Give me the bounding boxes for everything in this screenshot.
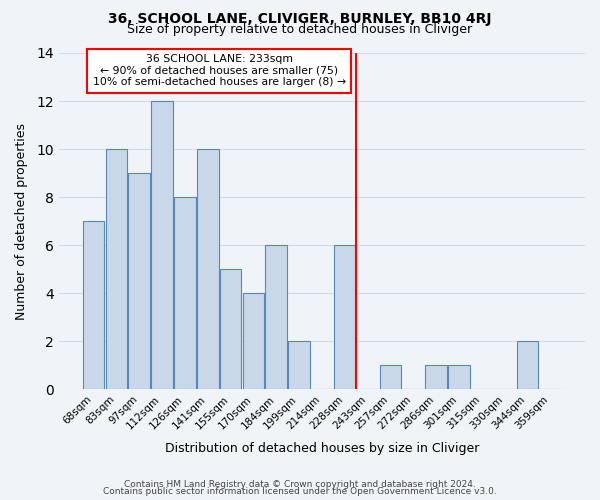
Bar xyxy=(83,221,104,389)
Bar xyxy=(265,245,287,389)
Bar xyxy=(128,173,150,389)
Text: 36 SCHOOL LANE: 233sqm
← 90% of detached houses are smaller (75)
10% of semi-det: 36 SCHOOL LANE: 233sqm ← 90% of detached… xyxy=(92,54,346,88)
Text: Contains public sector information licensed under the Open Government Licence v3: Contains public sector information licen… xyxy=(103,488,497,496)
X-axis label: Distribution of detached houses by size in Cliviger: Distribution of detached houses by size … xyxy=(165,442,479,455)
Bar xyxy=(334,245,356,389)
Bar xyxy=(151,101,173,389)
Bar xyxy=(448,365,470,389)
Y-axis label: Number of detached properties: Number of detached properties xyxy=(15,122,28,320)
Bar xyxy=(220,269,241,389)
Text: Contains HM Land Registry data © Crown copyright and database right 2024.: Contains HM Land Registry data © Crown c… xyxy=(124,480,476,489)
Bar xyxy=(197,149,218,389)
Text: Size of property relative to detached houses in Cliviger: Size of property relative to detached ho… xyxy=(127,22,473,36)
Bar xyxy=(380,365,401,389)
Bar xyxy=(517,341,538,389)
Bar xyxy=(242,293,264,389)
Text: 36, SCHOOL LANE, CLIVIGER, BURNLEY, BB10 4RJ: 36, SCHOOL LANE, CLIVIGER, BURNLEY, BB10… xyxy=(108,12,492,26)
Bar xyxy=(174,197,196,389)
Bar xyxy=(106,149,127,389)
Bar xyxy=(425,365,447,389)
Bar xyxy=(288,341,310,389)
